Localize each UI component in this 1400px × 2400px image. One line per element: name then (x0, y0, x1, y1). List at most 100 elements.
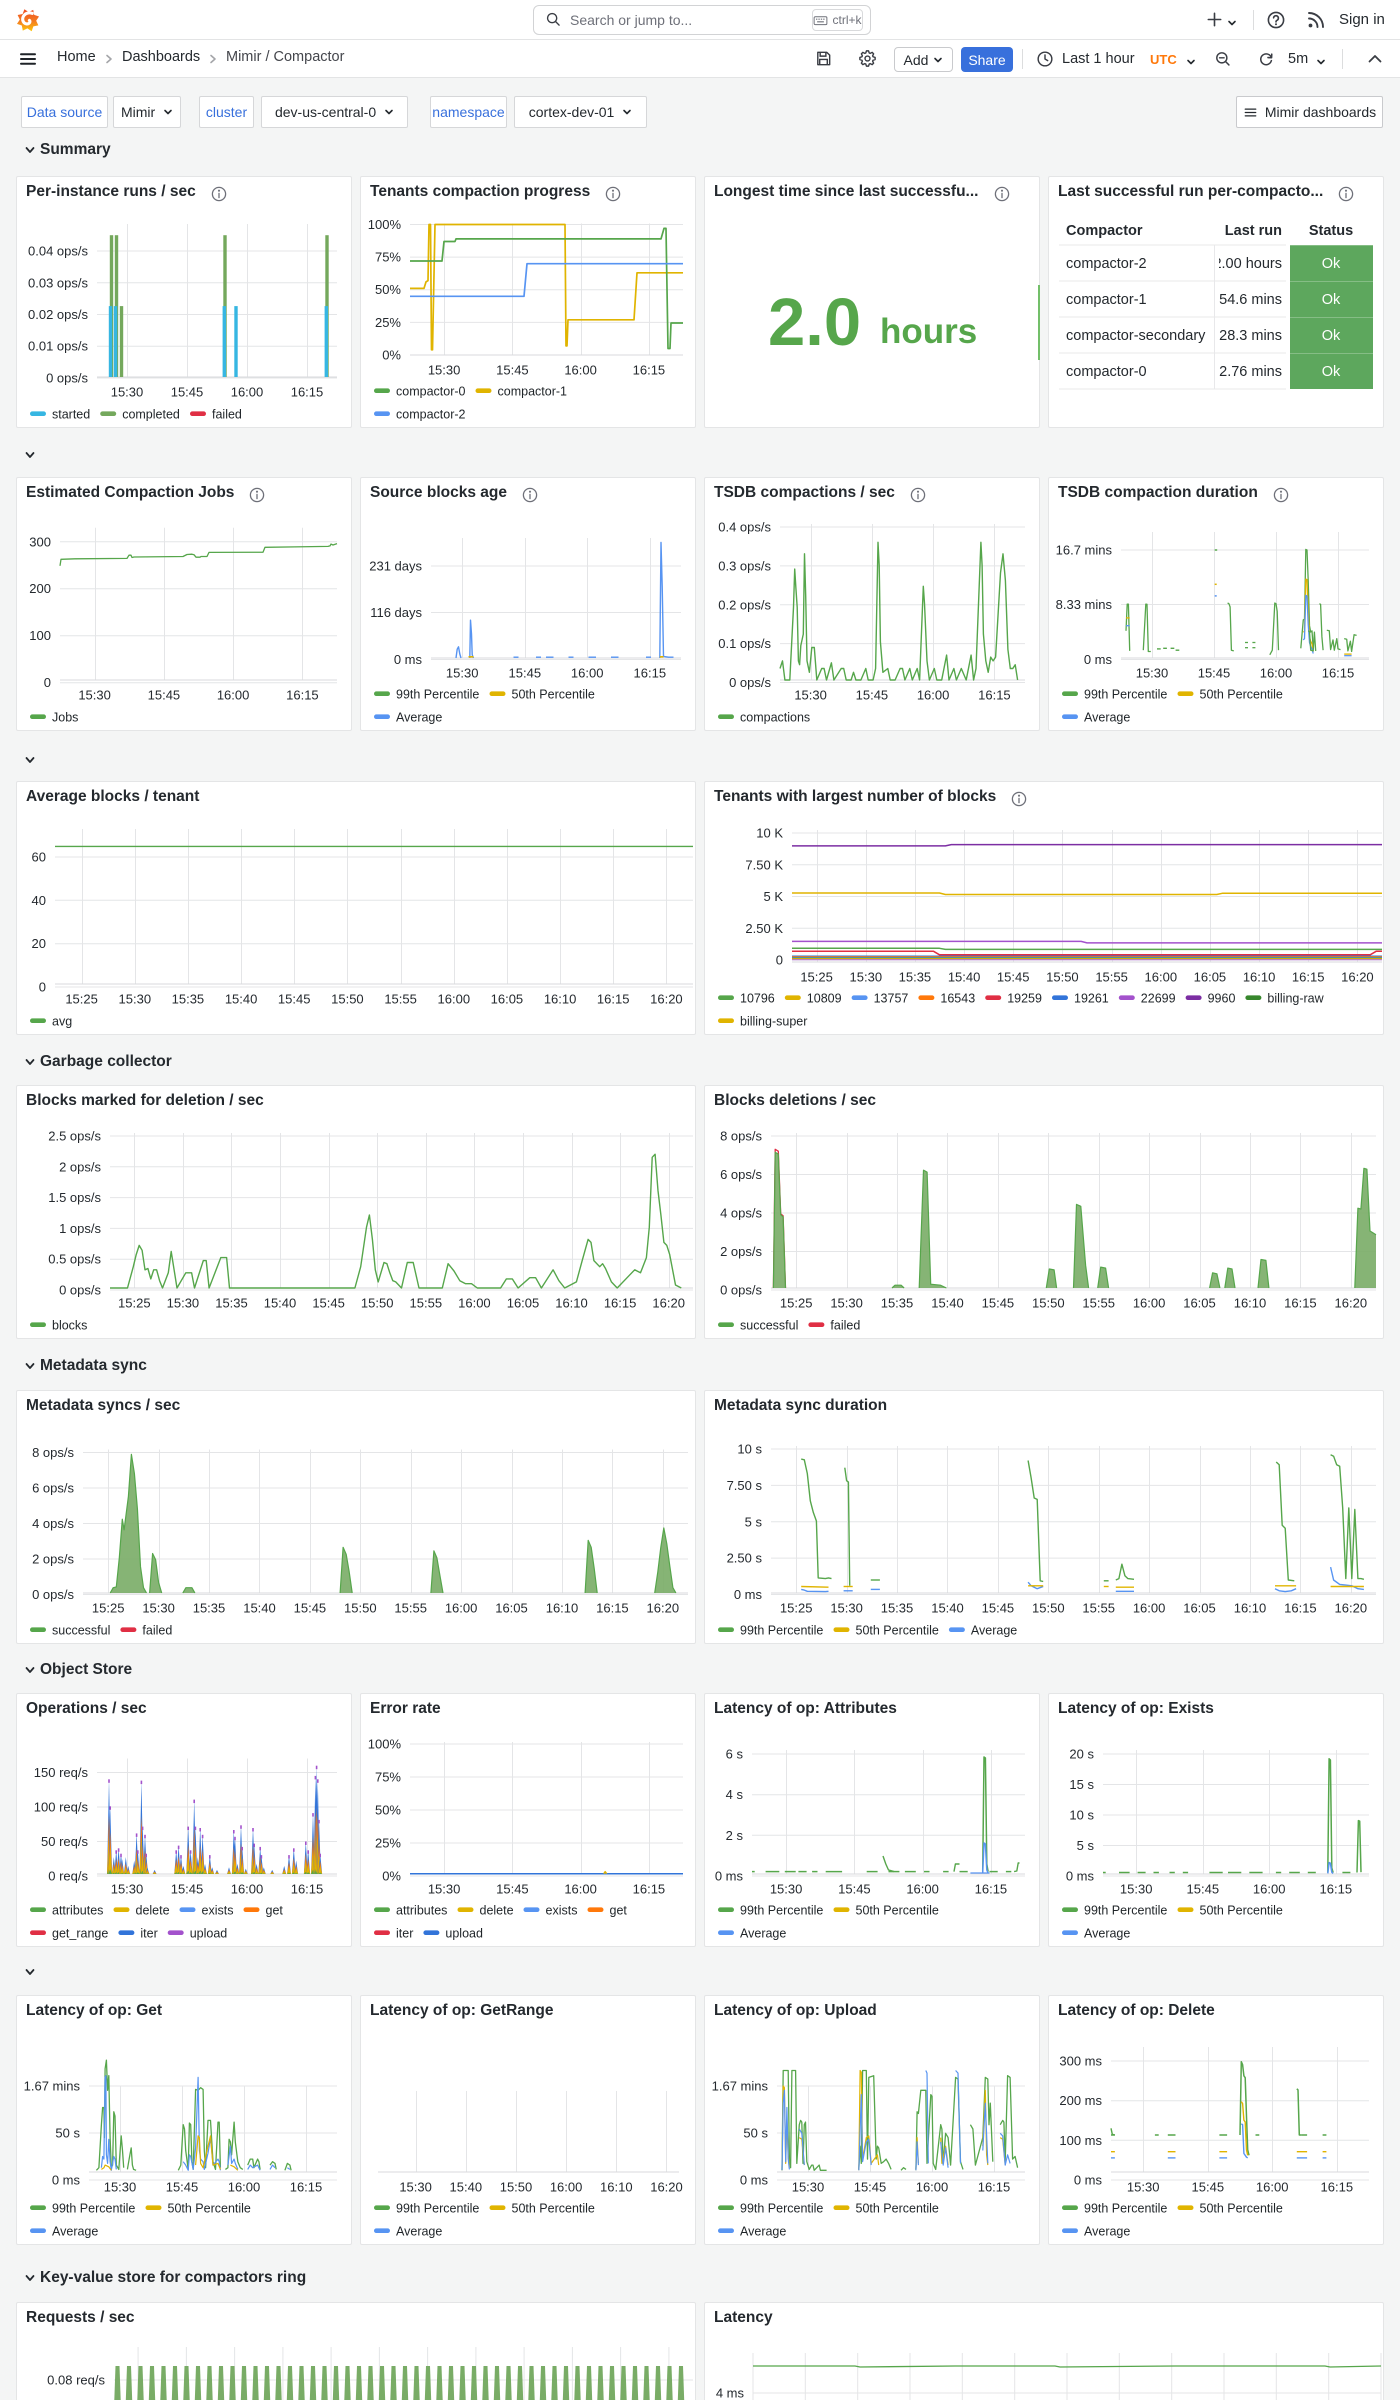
svg-text:5 K: 5 K (763, 889, 783, 904)
svg-text:200 ms: 200 ms (1059, 2093, 1102, 2108)
svg-text:100 req/s: 100 req/s (34, 1800, 89, 1815)
svg-text:0%: 0% (382, 348, 401, 363)
svg-text:15:30: 15:30 (111, 1882, 144, 1897)
svg-text:failed: failed (142, 1624, 172, 1638)
svg-text:50th Percentile: 50th Percentile (1200, 688, 1283, 702)
svg-text:successful: successful (52, 1624, 110, 1638)
svg-text:50 s: 50 s (55, 2126, 80, 2141)
svg-text:0.08 req/s: 0.08 req/s (47, 2373, 105, 2388)
svg-text:2.76 mins: 2.76 mins (1219, 364, 1282, 380)
svg-text:Average: Average (1084, 1927, 1130, 1941)
svg-text:compactor-2: compactor-2 (396, 408, 466, 422)
svg-text:99th Percentile: 99th Percentile (740, 1624, 823, 1638)
svg-text:iter: iter (396, 1927, 413, 1941)
svg-text:25%: 25% (375, 1836, 401, 1851)
svg-text:6 ops/s: 6 ops/s (720, 1167, 762, 1182)
svg-text:2.00 hours: 2.00 hours (1213, 256, 1282, 272)
svg-text:0: 0 (776, 953, 783, 968)
svg-text:8.33 mins: 8.33 mins (1056, 597, 1113, 612)
svg-text:15:50: 15:50 (500, 2180, 533, 2195)
svg-text:15:40: 15:40 (931, 1601, 964, 1616)
svg-text:16:15: 16:15 (1321, 2180, 1354, 2195)
svg-text:15:30: 15:30 (1120, 1882, 1153, 1897)
svg-text:28.3 mins: 28.3 mins (1219, 328, 1282, 344)
svg-text:50%: 50% (375, 1803, 401, 1818)
svg-text:0 ms: 0 ms (740, 2173, 769, 2188)
svg-text:16:15: 16:15 (1284, 1601, 1317, 1616)
svg-text:16:15: 16:15 (1322, 666, 1355, 681)
svg-text:16:20: 16:20 (650, 992, 683, 1007)
svg-text:15:45: 15:45 (312, 1296, 345, 1311)
svg-text:100%: 100% (368, 217, 402, 232)
svg-text:16:05: 16:05 (1183, 1296, 1216, 1311)
svg-text:15:30: 15:30 (428, 363, 461, 378)
svg-text:billing-super: billing-super (740, 1015, 807, 1029)
svg-text:50th Percentile: 50th Percentile (856, 2202, 939, 2216)
svg-text:16:00: 16:00 (1133, 1601, 1166, 1616)
svg-text:16:10: 16:10 (1234, 1601, 1267, 1616)
svg-text:0 ops/s: 0 ops/s (32, 1587, 74, 1602)
svg-text:16:00: 16:00 (458, 1296, 491, 1311)
svg-text:16:15: 16:15 (633, 1882, 666, 1897)
svg-text:99th Percentile: 99th Percentile (740, 1904, 823, 1918)
svg-text:10 s: 10 s (737, 1442, 762, 1457)
svg-text:16:20: 16:20 (647, 1601, 680, 1616)
svg-text:100: 100 (29, 628, 51, 643)
svg-text:15:50: 15:50 (1046, 970, 1079, 985)
svg-text:16:00: 16:00 (231, 385, 264, 400)
svg-text:50%: 50% (375, 282, 401, 297)
svg-text:8 ops/s: 8 ops/s (720, 1129, 762, 1144)
svg-text:4 ms: 4 ms (716, 2386, 745, 2400)
svg-text:5 s: 5 s (745, 1514, 763, 1529)
svg-text:Ok: Ok (1322, 292, 1341, 308)
svg-text:16:15: 16:15 (1320, 1882, 1353, 1897)
svg-text:15:45: 15:45 (496, 1882, 529, 1897)
svg-text:compactor-1: compactor-1 (1066, 292, 1147, 308)
svg-text:50 s: 50 s (743, 2126, 768, 2141)
svg-text:150 req/s: 150 req/s (34, 1765, 89, 1780)
svg-text:attributes: attributes (396, 1904, 447, 1918)
svg-text:16:05: 16:05 (1194, 970, 1227, 985)
svg-text:15:35: 15:35 (899, 970, 932, 985)
svg-text:16:00: 16:00 (1133, 1296, 1166, 1311)
svg-text:compactor-1: compactor-1 (498, 385, 568, 399)
svg-text:0 ms: 0 ms (52, 2173, 81, 2188)
svg-text:16:00: 16:00 (550, 2180, 583, 2195)
svg-text:22699: 22699 (1141, 992, 1176, 1006)
svg-text:15:30: 15:30 (1127, 2180, 1160, 2195)
svg-text:10796: 10796 (740, 992, 775, 1006)
svg-text:15:30: 15:30 (830, 1296, 863, 1311)
svg-text:16:00: 16:00 (906, 1882, 939, 1897)
svg-text:15:30: 15:30 (104, 2180, 137, 2195)
svg-text:99th Percentile: 99th Percentile (740, 2202, 823, 2216)
svg-text:Average: Average (52, 2225, 98, 2239)
svg-text:1.67 mins: 1.67 mins (712, 2079, 769, 2094)
svg-text:15:45: 15:45 (1187, 1882, 1220, 1897)
svg-text:20 s: 20 s (1069, 1747, 1094, 1762)
svg-text:5 s: 5 s (1077, 1838, 1095, 1853)
svg-text:99th Percentile: 99th Percentile (1084, 688, 1167, 702)
svg-text:15:55: 15:55 (394, 1601, 427, 1616)
svg-text:15:45: 15:45 (838, 1882, 871, 1897)
svg-text:16543: 16543 (940, 992, 975, 1006)
svg-text:99th Percentile: 99th Percentile (396, 688, 479, 702)
svg-text:delete: delete (136, 1904, 170, 1918)
svg-text:50th Percentile: 50th Percentile (512, 688, 595, 702)
svg-text:15:30: 15:30 (167, 1296, 200, 1311)
svg-text:16:20: 16:20 (1335, 1296, 1368, 1311)
svg-text:15:30: 15:30 (1136, 666, 1169, 681)
svg-text:0.3 ops/s: 0.3 ops/s (718, 558, 771, 573)
svg-text:16:00: 16:00 (564, 363, 597, 378)
svg-text:compactor-0: compactor-0 (396, 385, 466, 399)
svg-text:successful: successful (740, 1319, 798, 1333)
svg-text:16:10: 16:10 (600, 2180, 633, 2195)
svg-text:16:00: 16:00 (228, 2180, 261, 2195)
svg-text:16:00: 16:00 (1253, 1882, 1286, 1897)
svg-text:16:10: 16:10 (1243, 970, 1276, 985)
svg-text:get: get (610, 1904, 628, 1918)
svg-text:15:45: 15:45 (496, 363, 529, 378)
svg-text:Average: Average (971, 1624, 1017, 1638)
svg-text:16:00: 16:00 (564, 1882, 597, 1897)
svg-text:15:30: 15:30 (111, 385, 144, 400)
svg-text:15 s: 15 s (1069, 1777, 1094, 1792)
